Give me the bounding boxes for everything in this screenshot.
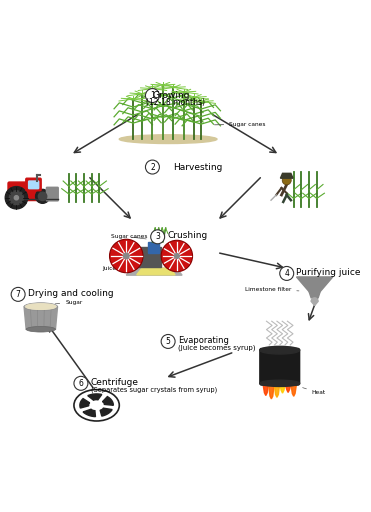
Circle shape bbox=[36, 189, 50, 203]
Circle shape bbox=[280, 266, 294, 281]
Ellipse shape bbox=[260, 380, 300, 387]
Text: 2: 2 bbox=[150, 162, 155, 172]
Text: Juice: Juice bbox=[102, 266, 129, 271]
Ellipse shape bbox=[119, 135, 217, 143]
Text: 3: 3 bbox=[155, 232, 160, 241]
Ellipse shape bbox=[74, 390, 119, 421]
Circle shape bbox=[145, 89, 160, 102]
Text: 4: 4 bbox=[284, 269, 289, 278]
Polygon shape bbox=[100, 408, 112, 416]
FancyBboxPatch shape bbox=[46, 187, 58, 201]
Text: Centrifuge: Centrifuge bbox=[91, 378, 139, 387]
Ellipse shape bbox=[260, 346, 300, 354]
Polygon shape bbox=[88, 394, 102, 400]
Circle shape bbox=[11, 287, 25, 302]
Circle shape bbox=[174, 253, 179, 259]
Text: Purifying juice: Purifying juice bbox=[296, 268, 361, 277]
Polygon shape bbox=[269, 384, 274, 399]
Text: Crushing: Crushing bbox=[167, 231, 208, 240]
Polygon shape bbox=[80, 399, 90, 408]
FancyBboxPatch shape bbox=[26, 178, 41, 191]
Circle shape bbox=[5, 186, 27, 209]
Circle shape bbox=[151, 230, 165, 244]
FancyBboxPatch shape bbox=[29, 181, 39, 189]
Polygon shape bbox=[280, 174, 293, 178]
Text: Drying and cooling: Drying and cooling bbox=[28, 289, 114, 298]
Circle shape bbox=[161, 334, 175, 349]
Text: (Juice becomes syrup): (Juice becomes syrup) bbox=[178, 345, 255, 351]
Ellipse shape bbox=[26, 304, 56, 309]
Polygon shape bbox=[274, 384, 280, 397]
Circle shape bbox=[109, 239, 143, 273]
FancyBboxPatch shape bbox=[148, 242, 159, 252]
Text: Sugar canes: Sugar canes bbox=[214, 122, 266, 126]
Circle shape bbox=[14, 196, 19, 200]
Circle shape bbox=[38, 192, 47, 201]
FancyBboxPatch shape bbox=[8, 182, 40, 201]
Polygon shape bbox=[311, 298, 318, 306]
FancyBboxPatch shape bbox=[135, 247, 161, 267]
Text: Evaporating: Evaporating bbox=[178, 336, 229, 345]
Circle shape bbox=[282, 176, 291, 185]
Circle shape bbox=[74, 376, 88, 390]
Polygon shape bbox=[83, 409, 95, 417]
Circle shape bbox=[145, 160, 160, 174]
Polygon shape bbox=[263, 384, 269, 396]
Text: Growing: Growing bbox=[153, 91, 190, 100]
Text: Sugar: Sugar bbox=[55, 300, 82, 305]
Ellipse shape bbox=[24, 303, 58, 310]
Text: Sugar canes: Sugar canes bbox=[111, 234, 147, 239]
Polygon shape bbox=[102, 397, 114, 406]
Text: Limestone filter: Limestone filter bbox=[245, 287, 299, 292]
Polygon shape bbox=[126, 268, 182, 275]
Polygon shape bbox=[280, 384, 285, 393]
Polygon shape bbox=[309, 291, 320, 298]
Polygon shape bbox=[24, 307, 58, 329]
Circle shape bbox=[124, 253, 129, 259]
Polygon shape bbox=[137, 268, 175, 275]
FancyBboxPatch shape bbox=[260, 349, 300, 385]
Text: 6: 6 bbox=[79, 379, 83, 388]
Text: 1: 1 bbox=[150, 91, 155, 100]
Text: Heat: Heat bbox=[303, 388, 326, 395]
Polygon shape bbox=[291, 384, 296, 396]
Circle shape bbox=[161, 240, 193, 272]
Ellipse shape bbox=[26, 327, 55, 332]
Polygon shape bbox=[296, 277, 333, 291]
Text: Harvesting: Harvesting bbox=[173, 162, 223, 172]
Text: 5: 5 bbox=[166, 337, 171, 346]
Text: (12-18 months): (12-18 months) bbox=[145, 98, 204, 107]
Text: (Separates sugar crystals from syrup): (Separates sugar crystals from syrup) bbox=[91, 387, 217, 393]
Polygon shape bbox=[285, 384, 291, 392]
Circle shape bbox=[9, 191, 23, 205]
Text: 7: 7 bbox=[16, 290, 20, 299]
